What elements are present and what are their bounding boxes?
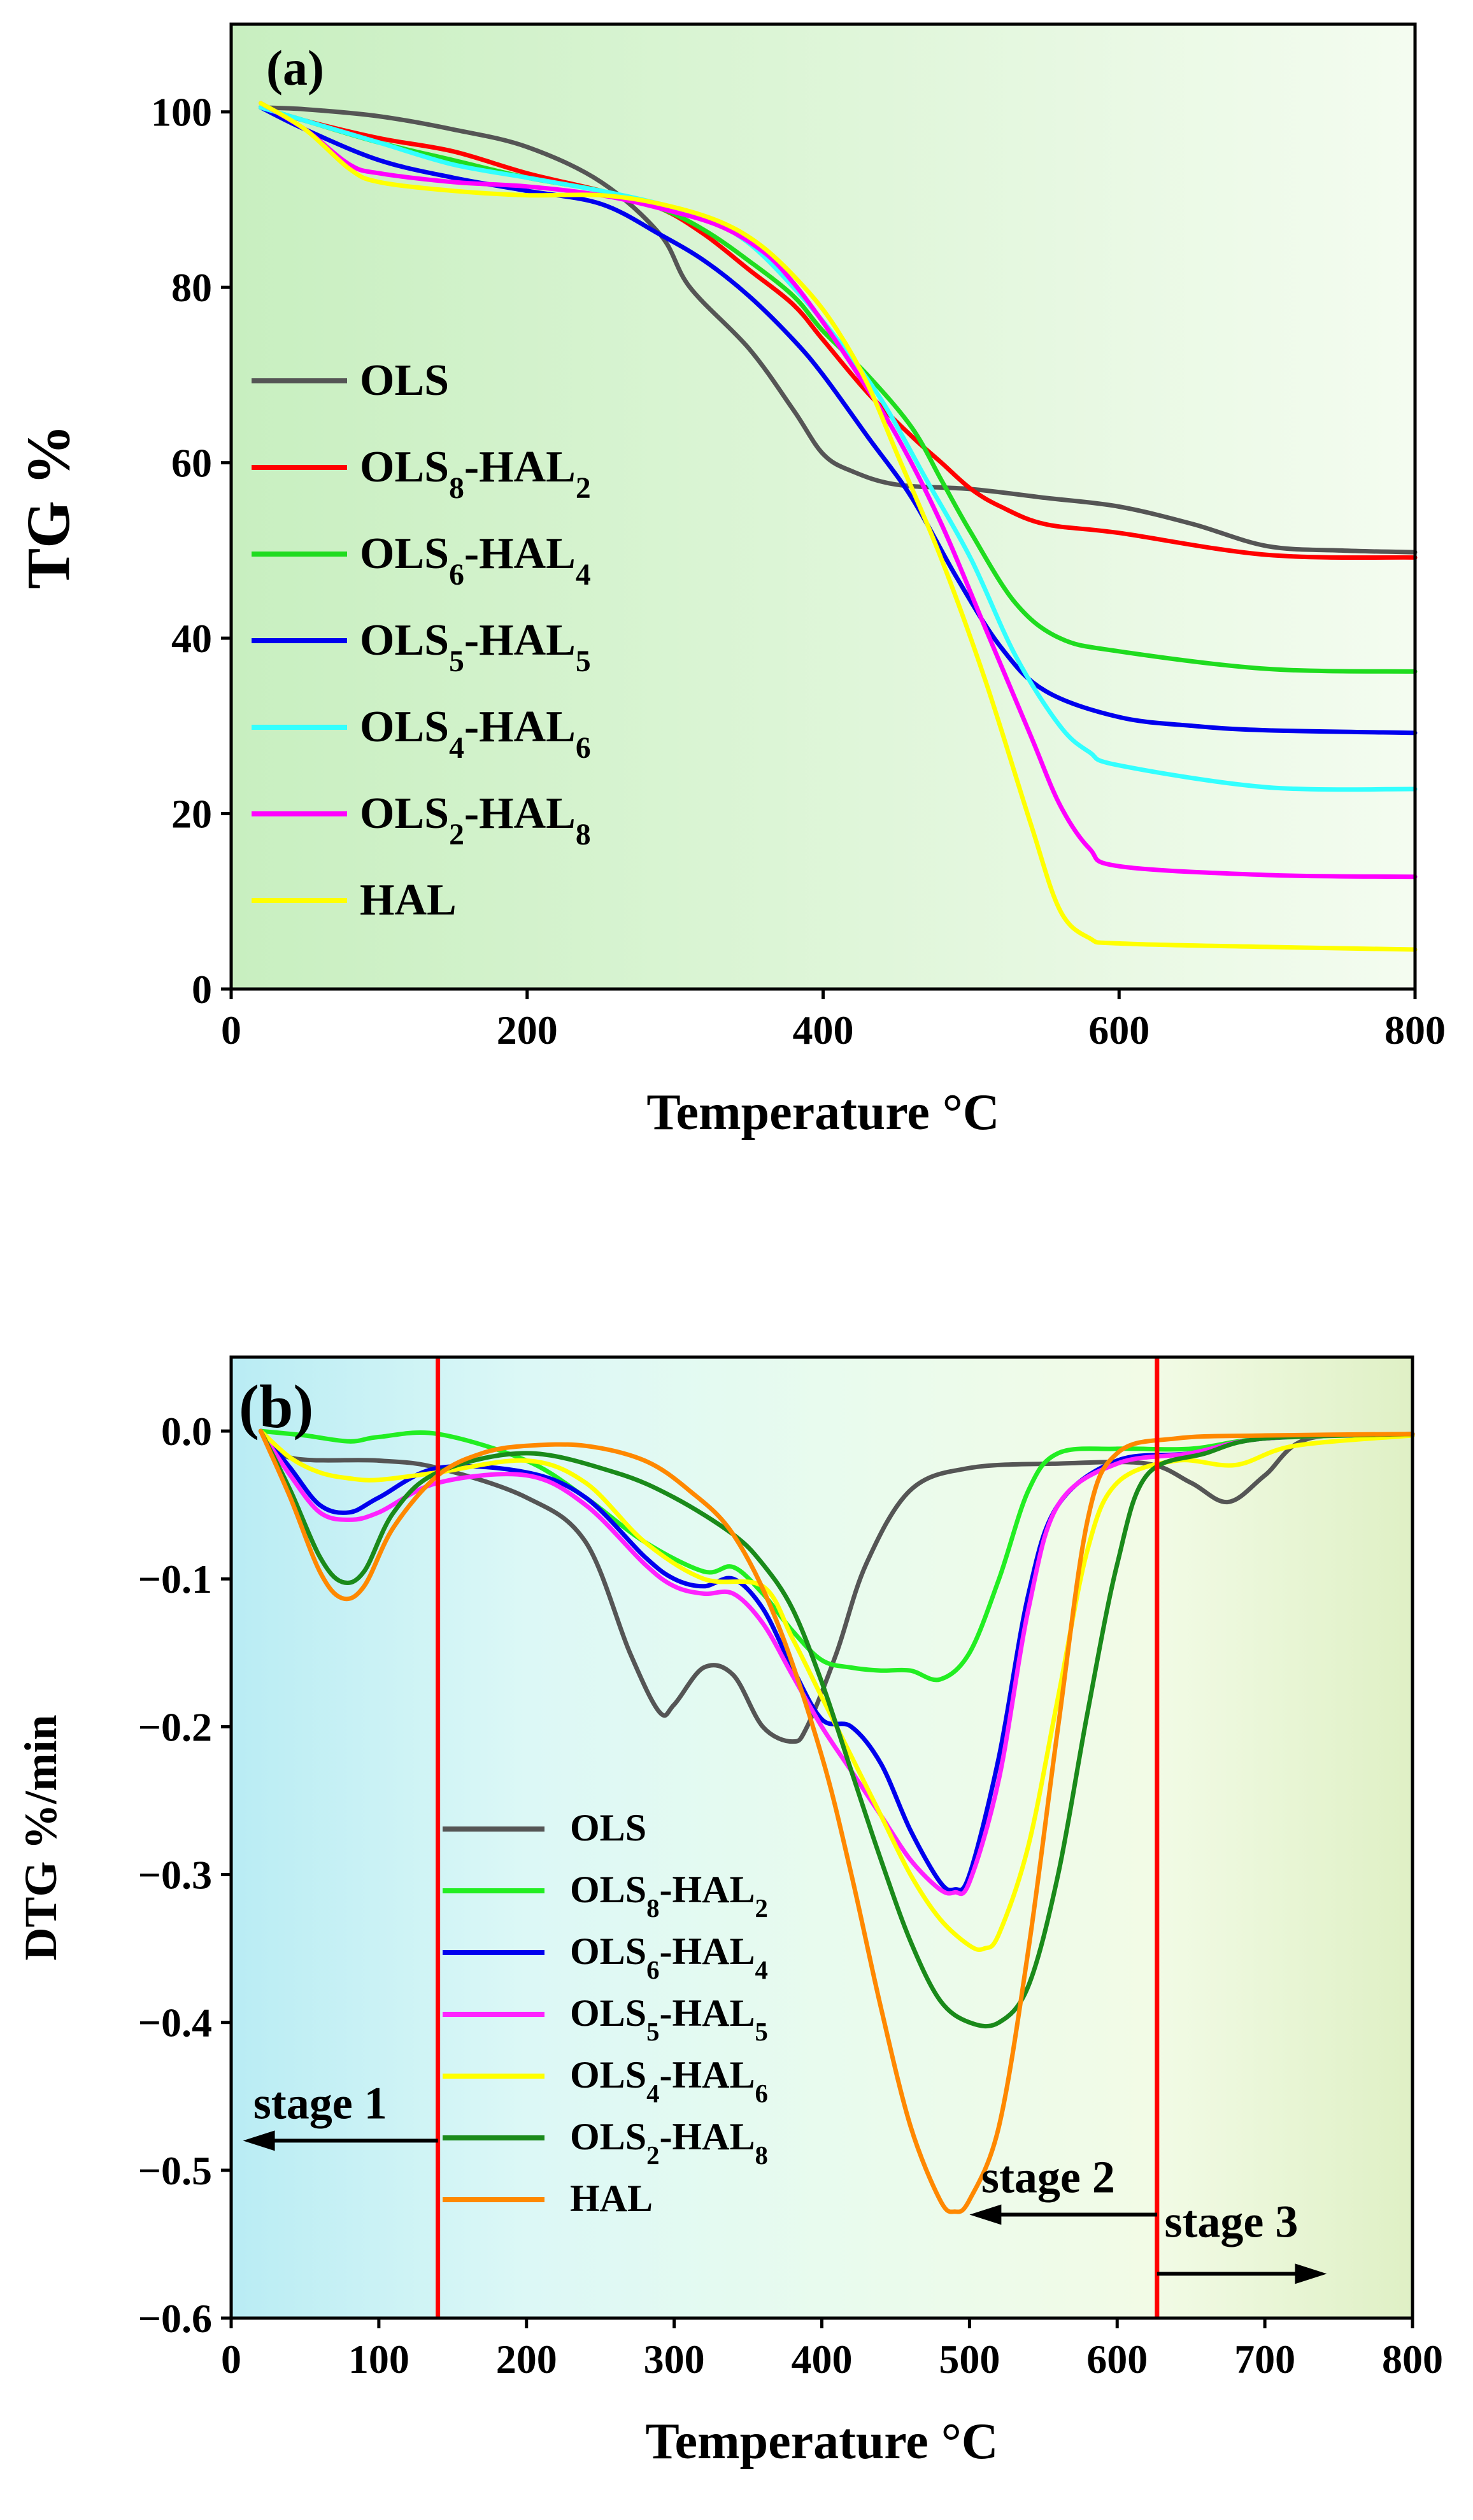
dtg-legend: OLS OLS8-HAL2 OLS6-HAL4 OLS5-HAL5 OLS4-HAL6 O… xyxy=(443,1807,768,2219)
stage-2-arrow-head xyxy=(969,2204,1002,2225)
dtg-x-tick-label-100: 100 xyxy=(348,2337,409,2382)
tg-y-tick-label-1: 20 xyxy=(171,792,212,837)
stage-1-label: stage 1 xyxy=(253,2078,387,2129)
dtg-series-line-hal xyxy=(258,1428,1415,2214)
tg-plot-background xyxy=(231,24,1415,989)
dtg-series-line-ols4-hal6 xyxy=(258,1428,1415,1953)
dtg-y-axis-title: DTG %/min xyxy=(15,1714,66,1960)
dtg-legend-label-hal: HAL xyxy=(570,2177,653,2219)
dtg-chart-panel: stage 1 stage 2 stage 3 0 100 200 300 400 500 600… xyxy=(15,1355,1443,2470)
tg-legend: OLS OLS8-HAL2 OLS6-HAL4 OLS5-HAL5 OLS4-HAL6 O… xyxy=(252,356,591,925)
tg-x-tick-label-400: 400 xyxy=(793,1007,854,1053)
dtg-y-tick-label-6: 0.0 xyxy=(161,1409,212,1454)
dtg-legend-label-ols8-hal2: OLS8-HAL2 xyxy=(570,1869,768,1923)
tg-x-tick-label-800: 800 xyxy=(1384,1007,1446,1053)
dtg-y-tick-label-1: −0.5 xyxy=(138,2148,212,2193)
dtg-x-tick-label-0: 0 xyxy=(221,2337,241,2382)
tg-x-tick-label-0: 0 xyxy=(221,1007,241,1053)
dtg-x-tick-label-800: 800 xyxy=(1382,2337,1443,2382)
dtg-x-tick-label-300: 300 xyxy=(644,2337,705,2382)
tg-series-line-ols2-hal8 xyxy=(259,101,1418,879)
tg-legend-label-ols8-hal2: OLS8-HAL2 xyxy=(360,443,591,505)
tg-legend-label-ols: OLS xyxy=(360,356,449,405)
stage-1-arrow xyxy=(243,2130,438,2151)
tg-series-line-ols6-hal4 xyxy=(259,105,1418,674)
tg-series-line-ols xyxy=(259,105,1418,555)
tg-series-line-ols8-hal2 xyxy=(259,105,1418,560)
tg-y-tick-label-0: 0 xyxy=(192,967,212,1012)
tg-x-tick-label-600: 600 xyxy=(1088,1007,1149,1053)
dtg-x-tick-label-700: 700 xyxy=(1234,2337,1295,2382)
stage-2-label: stage 2 xyxy=(981,2152,1115,2203)
stage-3-label: stage 3 xyxy=(1164,2196,1298,2247)
dtg-x-tick-label-400: 400 xyxy=(792,2337,853,2382)
dtg-legend-label-ols6-hal4: OLS6-HAL4 xyxy=(570,1930,768,1984)
dtg-x-tick-label-500: 500 xyxy=(939,2337,1000,2382)
dtg-y-tick-label-5: −0.1 xyxy=(138,1556,212,1602)
tg-panel-label: (a) xyxy=(266,40,324,96)
dtg-panel-label: (b) xyxy=(239,1372,313,1441)
tg-y-tick-label-3: 60 xyxy=(171,441,212,486)
tg-x-tick-label-200: 200 xyxy=(497,1007,558,1053)
dtg-legend-label-ols: OLS xyxy=(570,1807,646,1849)
tg-series-line-ols5-hal5 xyxy=(259,105,1418,736)
dtg-x-axis-title: Temperature °C xyxy=(645,2414,998,2470)
dtg-y-tick-label-3: −0.3 xyxy=(138,1853,212,1898)
tg-chart-panel: 0 200 400 600 800 0 20 40 60 80 100 Temperature °C T… xyxy=(14,22,1446,1141)
tg-x-axis-title: Temperature °C xyxy=(646,1085,999,1141)
dtg-legend-label-ols2-hal8: OLS2-HAL8 xyxy=(570,2116,768,2170)
dtg-plot-background xyxy=(231,1357,1413,2318)
dtg-series-line-ols xyxy=(258,1428,1415,1744)
stage-2-arrow xyxy=(969,2204,1157,2225)
dtg-y-tick-label-0: −0.6 xyxy=(138,2296,212,2341)
dtg-x-tick-label-600: 600 xyxy=(1086,2337,1148,2382)
tg-y-axis-title: TG % xyxy=(14,424,82,589)
tg-legend-label-ols6-hal4: OLS6-HAL4 xyxy=(360,529,591,592)
dtg-y-tick-label-2: −0.4 xyxy=(138,2000,212,2046)
tg-legend-label-hal: HAL xyxy=(360,876,457,925)
tg-legend-label-ols5-hal5: OLS5-HAL5 xyxy=(360,616,591,678)
stage-3-arrow-head xyxy=(1295,2263,1327,2284)
dtg-legend-label-ols5-hal5: OLS5-HAL5 xyxy=(570,1992,768,2046)
tg-y-tick-label-2: 40 xyxy=(171,616,212,661)
tg-legend-label-ols4-hal6: OLS4-HAL6 xyxy=(360,702,591,765)
stage-1-arrow-head xyxy=(243,2130,275,2151)
dtg-series-line-ols8-hal2 xyxy=(258,1428,1415,1683)
tg-series-line-ols4-hal6 xyxy=(259,105,1418,792)
tg-series-line-hal xyxy=(259,101,1418,952)
stage-3-arrow xyxy=(1156,2263,1327,2284)
dtg-series-line-ols2-hal8 xyxy=(258,1428,1415,2029)
tg-y-tick-label-5: 100 xyxy=(151,90,212,135)
tg-y-tick-label-4: 80 xyxy=(171,265,212,310)
dtg-y-tick-label-4: −0.2 xyxy=(138,1704,212,1749)
tg-legend-label-ols2-hal8: OLS2-HAL8 xyxy=(360,789,591,851)
dtg-x-tick-label-200: 200 xyxy=(496,2337,557,2382)
dtg-legend-label-ols4-hal6: OLS4-HAL6 xyxy=(570,2054,768,2108)
